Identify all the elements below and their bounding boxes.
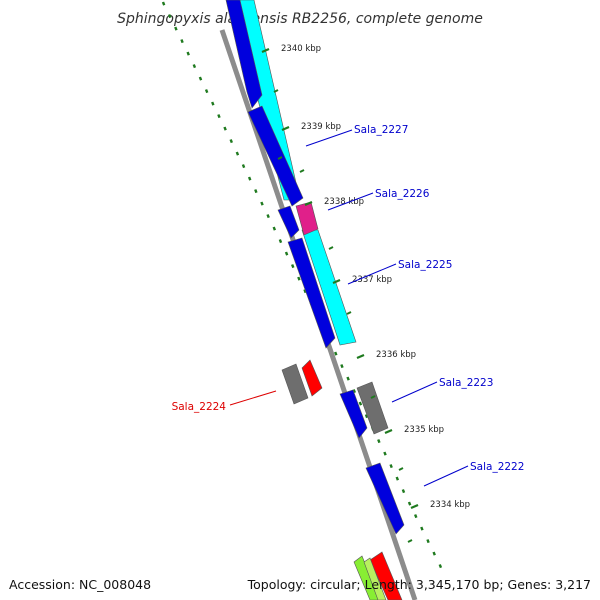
ring-dot (278, 239, 283, 244)
ring-dot (340, 364, 344, 369)
ring-dot (420, 526, 424, 531)
label-leader-line (391, 381, 438, 403)
ring-dot (247, 176, 252, 181)
minor-tick (398, 467, 404, 471)
ring-dot (297, 276, 301, 281)
scale-tick (332, 278, 341, 285)
ring-dot (401, 489, 406, 494)
ring-dot (352, 389, 356, 394)
map-title: Sphingopyxis alaskensis RB2256, complete… (117, 11, 483, 27)
ring-dot (235, 151, 240, 156)
tick-label: 2337 kbp (352, 275, 392, 285)
label-leader-line (305, 129, 353, 147)
ring-dot (414, 514, 418, 519)
ring-dot (284, 251, 289, 256)
minor-tick (370, 395, 376, 399)
gene-label[interactable]: Sala_2226 (375, 188, 430, 200)
ring-dot (291, 264, 295, 269)
cds-reverse-sala-2222 (365, 462, 405, 535)
cds-sala-2226 (295, 201, 319, 236)
feature-track (225, 0, 405, 600)
minor-tick (328, 246, 334, 250)
ring-dot (407, 501, 412, 506)
cds-reverse-b (277, 205, 300, 239)
ring-dot (223, 126, 227, 131)
feature-red-bottom (369, 551, 403, 600)
ring-dot (426, 539, 430, 544)
minor-tick (346, 311, 352, 315)
tick-label: 2335 kbp (404, 425, 444, 435)
ring-dot (260, 201, 264, 206)
ring-dot (254, 189, 258, 194)
gene-label[interactable]: Sala_2222 (470, 461, 524, 473)
ring-dot (198, 76, 203, 81)
scale-tick (304, 200, 313, 207)
tick-label: 2338 kbp (324, 197, 364, 207)
cds-reverse-upper (225, 0, 263, 109)
ring-dot (229, 139, 233, 144)
gene-label[interactable]: Sala_2223 (439, 377, 493, 389)
label-leader-line (327, 192, 374, 211)
feature-lime-bottom (353, 555, 381, 600)
ring-dot (272, 226, 277, 231)
feature-gray-a (281, 363, 309, 405)
tick-label: 2334 kbp (430, 500, 470, 510)
tick-label: 2336 kbp (376, 350, 416, 360)
tick-label: 2339 kbp (301, 122, 341, 132)
ring-dot (192, 64, 197, 69)
feature-red-sala-2224 (301, 359, 323, 397)
outer-dotted-ring (161, 1, 443, 569)
scale-tick (410, 503, 419, 510)
ring-dot (174, 26, 178, 31)
ring-dot (432, 551, 436, 556)
gene-label[interactable]: Sala_2224 (172, 401, 227, 413)
ring-dot (241, 164, 246, 169)
minor-tick (273, 89, 279, 93)
ring-dot (217, 114, 221, 119)
ring-dot (186, 51, 190, 56)
minor-tick (299, 169, 305, 173)
ring-dot (364, 414, 369, 419)
label-leader-line (347, 263, 397, 285)
scale-ticks: 2340 kbp 2339 kbp 2338 kbp 2337 kbp 2336 kbp… (261, 44, 470, 543)
minor-tick (407, 539, 413, 543)
ring-dot (211, 101, 215, 106)
scale-tick (384, 428, 393, 435)
ring-dot (303, 289, 307, 294)
cds-reverse-c (287, 237, 336, 349)
tick-label: 2340 kbp (281, 44, 321, 54)
accession-text: Accession: NC_008048 (9, 577, 152, 592)
label-leader-line (229, 390, 277, 406)
scale-tick (356, 353, 365, 360)
ring-dot (161, 1, 166, 6)
ring-dot (266, 214, 270, 219)
ring-dot (358, 401, 363, 406)
scale-tick (261, 47, 270, 54)
gene-label[interactable]: Sala_2227 (354, 124, 408, 136)
ring-dot (438, 564, 443, 569)
ring-dot (395, 476, 400, 481)
ring-dot (346, 376, 350, 381)
ring-dot (383, 451, 387, 456)
ring-dot (334, 351, 338, 356)
feature-gray-b (356, 381, 389, 435)
label-leader-line (423, 465, 469, 487)
ring-dot (377, 439, 381, 444)
ring-dot (389, 464, 393, 469)
cds-reverse-a (247, 105, 304, 207)
minor-tick (277, 156, 283, 160)
feature-lime-bottom-b (363, 557, 387, 600)
gene-label[interactable]: Sala_2225 (398, 259, 452, 271)
cds-reverse-sala-2223 (339, 389, 368, 439)
ring-dot (204, 89, 209, 94)
genome-summary-text: Topology: circular; Length: 3,345,170 bp… (247, 577, 591, 592)
ring-dot (180, 39, 184, 44)
scale-tick (281, 125, 290, 132)
ring-dot (168, 14, 172, 19)
gene-labels: Sala_2227 Sala_2226 Sala_2225 Sala_2224 Sala… (172, 124, 524, 487)
